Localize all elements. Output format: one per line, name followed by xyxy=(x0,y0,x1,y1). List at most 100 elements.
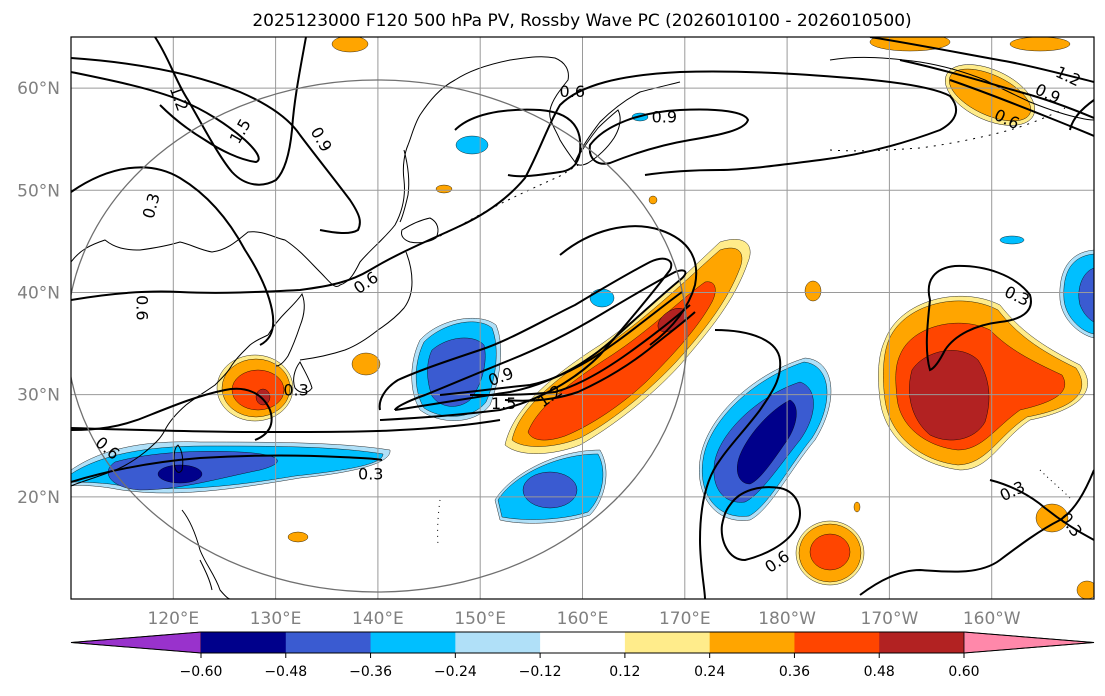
shade-e-navy xyxy=(737,399,797,485)
contour-0p9-ring xyxy=(454,108,582,178)
coast-hawaii xyxy=(1039,469,1071,499)
lon-tick-label: 180°W xyxy=(758,609,816,629)
shade-o3-orange xyxy=(1076,580,1094,599)
map-content: 1.21.5 0.90.30.60.60.30.60.30.60.90.91.5 1… xyxy=(71,37,1094,599)
shade-b2-cyan xyxy=(589,288,615,308)
contour-label: 0.6 xyxy=(560,82,585,101)
contour-0p6-s1 xyxy=(720,486,801,562)
pv-contours xyxy=(71,37,1094,599)
shade-band-navy xyxy=(157,464,203,484)
lon-tick-label: 170°W xyxy=(861,609,919,629)
lon-tick-label: 150°E xyxy=(454,609,506,629)
colorbar-tick-label: −0.36 xyxy=(349,664,392,680)
shade-jp-orange xyxy=(351,352,381,376)
lat-tick-label: 50°N xyxy=(17,181,60,201)
contour-0p3-pac-east xyxy=(559,225,698,346)
coast-japan-kyushu xyxy=(293,361,313,393)
contour-label: 0.9 xyxy=(652,108,677,127)
colorbar-tick-label: −0.24 xyxy=(434,664,477,680)
colorbar-segment xyxy=(201,632,287,653)
lat-tick-label: 40°N xyxy=(17,283,60,303)
colorbar-tick-label: 0.48 xyxy=(864,664,895,680)
colorbar-segment xyxy=(540,632,626,653)
colorbar-segment xyxy=(285,632,372,653)
contour-ak-2 xyxy=(899,59,1094,119)
coast-china-south xyxy=(71,334,269,487)
contour-jet-outer xyxy=(378,257,673,421)
shade-b1-cyan xyxy=(455,135,489,155)
contour-0p3-west xyxy=(71,166,275,346)
coast-philippines xyxy=(181,509,231,599)
lon-tick-label: 170°E xyxy=(659,609,711,629)
shade-o2-orange xyxy=(1035,503,1069,533)
colorbar-tick-label: −0.48 xyxy=(264,664,307,680)
contour-label: 0.3 xyxy=(358,464,383,483)
plot-title: 2025123000 F120 500 hPa PV, Rossby Wave … xyxy=(252,11,911,31)
contour-jet-mid2 xyxy=(439,291,683,396)
colorbar-segment xyxy=(794,632,880,653)
colorbar-tick-label: 0.12 xyxy=(609,664,640,680)
contour-0p6-sw xyxy=(71,387,273,441)
shade-ne2-orange xyxy=(1009,37,1071,52)
map-frame xyxy=(70,36,1095,600)
shade-o7-orange xyxy=(853,501,861,513)
shade-top-orange xyxy=(331,37,369,53)
contour-0p6-loop xyxy=(698,329,782,599)
shade-o5-orange xyxy=(287,531,309,543)
colorbar-tick-label: 0.36 xyxy=(779,664,810,680)
shade-big-dark xyxy=(909,350,990,441)
contour-jet-mid1 xyxy=(394,269,687,411)
colorbar-segment xyxy=(709,632,795,653)
contour-0p9-east xyxy=(588,108,750,165)
shade-o6-orange xyxy=(648,195,658,205)
shade-korea-red xyxy=(231,369,285,411)
coast-taiwan xyxy=(173,444,184,473)
contour-0p3-se xyxy=(989,479,1094,541)
colorbar-tick-label: −0.12 xyxy=(519,664,562,680)
contour-0p6-main xyxy=(71,70,958,301)
lat-tick-label: 20°N xyxy=(17,488,60,508)
colorbar-extend-high xyxy=(963,631,1095,654)
contour-label-text: 1.5 xyxy=(491,394,516,413)
lon-tick-label: 130°E xyxy=(250,609,302,629)
coast-asia-mainland xyxy=(71,56,681,287)
colorbar-tick-label: −0.60 xyxy=(180,664,223,680)
contour-0p3-right xyxy=(1069,99,1094,131)
contour-jet-inner xyxy=(469,304,691,396)
shade-o4-orange xyxy=(435,184,453,194)
lon-tick-label: 160°W xyxy=(963,609,1021,629)
contour-0p6-south xyxy=(71,419,501,434)
lat-tick-label: 30°N xyxy=(17,386,60,406)
colorbar-tick-label: 0.60 xyxy=(948,664,979,680)
contour-0p3-far-east xyxy=(859,469,1094,596)
contour-label-text: 0.3 xyxy=(283,381,308,400)
shade-b3-cyan xyxy=(999,235,1025,245)
colorbar: −0.60 −0.48 −0.36 −0.24 −0.12 0.12 0.24 0.36 0.4… xyxy=(70,631,1095,680)
shade-w-blue xyxy=(427,337,486,407)
colorbar-segment xyxy=(624,632,711,653)
contour-label: 0.3 xyxy=(283,381,308,400)
shade-korea-dark xyxy=(255,388,271,406)
contour-label-text: 0.3 xyxy=(358,464,383,483)
shade-r-blue xyxy=(1078,267,1094,323)
contour-1p2-nw xyxy=(154,37,307,186)
contour-label: 0.6 xyxy=(133,295,152,320)
contour-label-text: 0.9 xyxy=(652,108,677,127)
contour-0p3-east-loop xyxy=(925,264,1032,372)
lon-tick-label: 140°E xyxy=(352,609,404,629)
coast-korea xyxy=(267,292,305,367)
contour-0p3-south xyxy=(71,454,383,483)
shade-o1-orange xyxy=(804,280,822,302)
contour-ak-3 xyxy=(949,79,1094,137)
axis-labels: 60°N 50°N 40°N 30°N 20°N 120°E 130°E 140°E 150°E… xyxy=(17,79,1021,629)
contour-ak-1 xyxy=(869,37,1094,83)
contour-label-text: 0.6 xyxy=(560,82,585,101)
lon-tick-label: 160°E xyxy=(557,609,609,629)
colorbar-segment xyxy=(879,632,965,653)
contour-label-text: 0.6 xyxy=(133,295,152,320)
coast-japan-honshu xyxy=(299,251,413,361)
colorbar-extend-low xyxy=(70,631,202,654)
contour-1p5-nw xyxy=(71,71,260,164)
